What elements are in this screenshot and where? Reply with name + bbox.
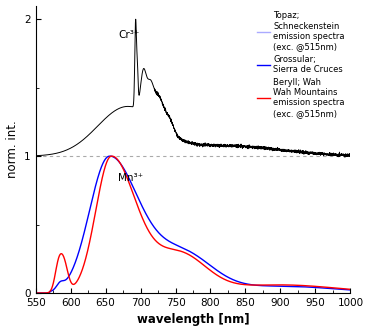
Y-axis label: norm. int.: norm. int. bbox=[6, 121, 18, 178]
Text: Mn³⁺: Mn³⁺ bbox=[118, 173, 143, 183]
Text: Cr³⁺: Cr³⁺ bbox=[118, 30, 139, 40]
Legend: Topaz;
Schneckenstein
emission spectra
(exc. @515nm), Grossular;
Sierra de Cruce: Topaz; Schneckenstein emission spectra (… bbox=[256, 10, 346, 120]
X-axis label: wavelength [nm]: wavelength [nm] bbox=[137, 313, 249, 326]
